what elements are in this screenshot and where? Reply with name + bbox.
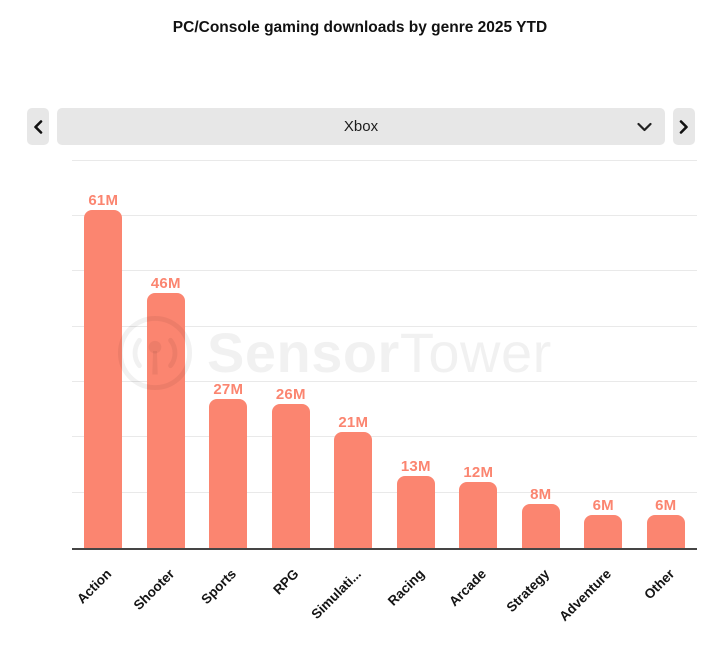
bar-rpg[interactable]	[271, 404, 310, 548]
bar-racing[interactable]	[396, 476, 435, 548]
x-axis-label: RPG	[270, 566, 303, 598]
bar-arcade[interactable]	[459, 481, 498, 548]
gridline-40M	[72, 325, 697, 327]
bar-value-label: 6M	[655, 496, 677, 514]
bar-strategy[interactable]	[521, 503, 560, 548]
bar-column: 13M	[385, 155, 448, 548]
x-axis-label-column: Action	[72, 550, 135, 635]
x-axis-label-column: Strategy	[503, 550, 573, 635]
x-axis-label: Shooter	[130, 566, 178, 613]
bar-value-label: 26M	[275, 386, 306, 404]
page-title: PC/Console gaming downloads by genre 202…	[172, 19, 548, 36]
x-axis-label-column: Arcade	[447, 550, 510, 635]
gridline-60M	[72, 214, 697, 216]
chevron-left-icon	[33, 119, 43, 134]
bar-value-label: 6M	[592, 496, 614, 514]
bar-simulati[interactable]	[334, 431, 373, 548]
plot-area: 61M 46M 27M 26M 21M 13M 12M 8M 6M 6M SensorTower	[72, 155, 697, 550]
chevron-right-icon	[679, 119, 689, 134]
x-axis-label-column: Shooter	[130, 550, 198, 635]
platform-select[interactable]: Xbox	[57, 108, 665, 145]
x-axis-label-column: Adventure	[557, 550, 635, 635]
x-axis-label-column: RPG	[260, 550, 323, 635]
bar-value-label: 8M	[530, 485, 552, 503]
x-axis-label-column: Other	[635, 550, 698, 635]
bar-chart: 61M 46M 27M 26M 21M 13M 12M 8M 6M 6M SensorTower …	[0, 155, 720, 635]
bar-value-label: 13M	[400, 458, 431, 476]
platform-select-value: Xbox	[343, 118, 379, 135]
bar-value-label: 21M	[338, 413, 369, 431]
x-axis-label-column: Racing	[385, 550, 448, 635]
bar-column: 6M	[572, 155, 635, 548]
bar-column: 21M	[322, 155, 385, 548]
bar-column: 27M	[197, 155, 260, 548]
gridline-10M	[72, 491, 697, 493]
bar-value-label: 46M	[150, 275, 181, 293]
bar-column: 26M	[260, 155, 323, 548]
bar-value-label: 61M	[88, 192, 119, 210]
bar-adventure[interactable]	[584, 514, 623, 548]
gridline-70M	[72, 159, 697, 161]
x-axis-label-column: Sports	[197, 550, 260, 635]
bar-column: 12M	[447, 155, 510, 548]
platform-carousel: Xbox	[27, 108, 695, 145]
bar-value-label: 12M	[463, 463, 494, 481]
chevron-down-icon	[637, 122, 652, 132]
bar-value-label: 27M	[213, 380, 244, 398]
x-axis-label: Arcade	[446, 566, 490, 610]
bar-shooter[interactable]	[146, 293, 185, 548]
bar-sports[interactable]	[209, 398, 248, 548]
gridline-50M	[72, 270, 697, 272]
x-axis-labels: Action Shooter Sports RPG Simulati... Racing A…	[72, 550, 697, 635]
bar-column: 6M	[635, 155, 698, 548]
prev-platform-button[interactable]	[27, 108, 49, 145]
bar-columns: 61M 46M 27M 26M 21M 13M 12M 8M 6M 6M	[72, 155, 697, 548]
bar-column: 8M	[510, 155, 573, 548]
gridline-20M	[72, 436, 697, 438]
bar-other[interactable]	[646, 514, 685, 548]
x-axis-label: Sports	[198, 566, 240, 608]
bar-column: 46M	[135, 155, 198, 548]
x-axis-label: Other	[640, 566, 678, 603]
bar-column: 61M	[72, 155, 135, 548]
next-platform-button[interactable]	[673, 108, 695, 145]
x-axis-label: Action	[74, 566, 115, 607]
x-axis-label: Strategy	[503, 566, 553, 616]
x-axis-label: Racing	[384, 566, 428, 609]
gridline-30M	[72, 380, 697, 382]
x-axis-label-column: Simulati...	[309, 550, 385, 635]
bar-action[interactable]	[84, 210, 123, 548]
